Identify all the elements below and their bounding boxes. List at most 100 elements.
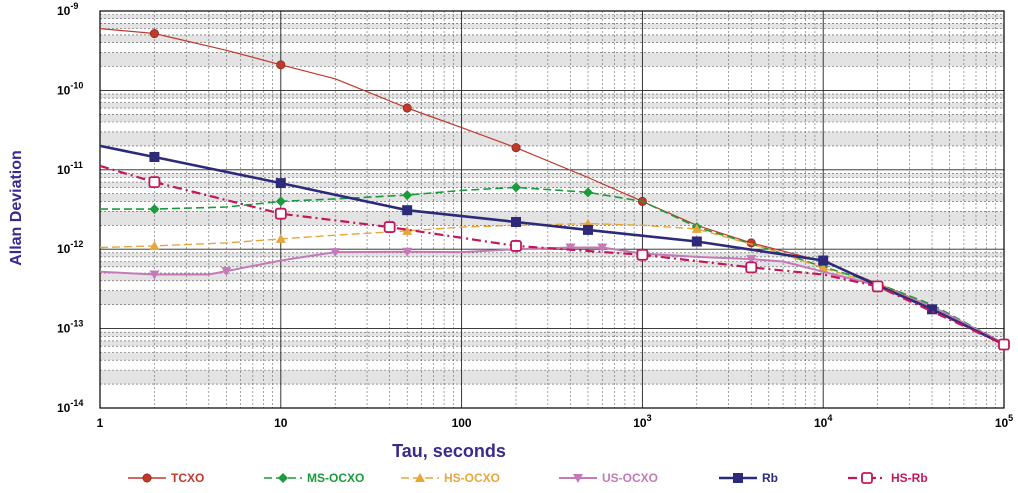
grid-band [100, 182, 1004, 188]
grid-band [100, 340, 1004, 347]
data-point [871, 280, 884, 293]
data-point [142, 473, 152, 483]
legend-item-us-ocxo: US-OCXO [559, 471, 658, 485]
data-point [402, 205, 413, 216]
y-tick-label: 10-10 [57, 80, 83, 97]
data-point [691, 236, 702, 247]
y-axis-title: Allan Deviation [8, 150, 25, 266]
data-point [582, 224, 593, 235]
data-point [149, 240, 160, 250]
data-point [745, 261, 758, 274]
series-layer [99, 28, 1010, 351]
legend-label: TCXO [171, 471, 204, 485]
grid-band [100, 14, 1004, 19]
x-tick-label: 1 [97, 416, 104, 430]
data-point [927, 304, 938, 315]
legend-label: MS-OCXO [307, 471, 364, 485]
x-tick-label: 103 [633, 413, 651, 430]
legend-item-hs-ocxo: HS-OCXO [401, 471, 500, 485]
grid-band [100, 114, 1004, 122]
data-point [330, 248, 341, 258]
data-point [818, 255, 829, 266]
data-point [511, 143, 521, 153]
grid-band [100, 211, 1004, 226]
legend-label: US-OCXO [602, 471, 658, 485]
data-point [415, 473, 425, 482]
grid-band [100, 261, 1004, 267]
x-axis-title: Tau, seconds [392, 441, 506, 461]
plot-bands [100, 14, 1004, 385]
y-tick-label: 10-9 [57, 1, 78, 18]
grid-band [100, 173, 1004, 178]
x-tick-labels: 1 10 100 103 104 105 [97, 413, 1014, 430]
data-point [221, 267, 232, 277]
legend-label: Rb [762, 471, 778, 485]
data-point [402, 190, 413, 201]
grid-band [100, 252, 1004, 257]
grid-band [100, 290, 1004, 305]
data-point [402, 247, 413, 257]
legend-label: HS-OCXO [444, 471, 500, 485]
series-line [99, 222, 1005, 345]
series-line [99, 164, 1005, 346]
data-point [597, 243, 608, 253]
y-tick-labels: 10-9 10-10 10-11 10-12 10-13 10-14 [57, 1, 83, 415]
data-point [148, 176, 161, 188]
x-tick-label: 105 [995, 413, 1013, 430]
x-tick-label: 10 [274, 416, 288, 430]
grid-band [100, 94, 1004, 99]
grid-band [100, 52, 1004, 67]
data-point [149, 151, 160, 162]
data-point [274, 207, 287, 220]
data-point [149, 270, 160, 280]
legend-item-ms-ocxo: MS-OCXO [264, 471, 364, 485]
data-point [746, 255, 757, 265]
data-point [278, 473, 288, 483]
data-point [149, 29, 159, 39]
data-point [276, 60, 286, 70]
y-tick-label: 10-12 [57, 239, 83, 256]
legend-item-hs-rb: HS-Rb [848, 471, 928, 485]
legend: TCXO MS-OCXO HS-OCXO US-OCXO Rb HS-Rb [128, 471, 928, 485]
data-point [383, 221, 396, 233]
grid-band [100, 332, 1004, 337]
x-tick-label: 100 [452, 416, 472, 430]
data-point [511, 217, 522, 228]
major-grid [99, 10, 1005, 409]
data-point [861, 472, 873, 484]
y-tick-label: 10-11 [57, 160, 83, 177]
data-point [691, 223, 702, 233]
x-tick-label: 104 [814, 413, 832, 430]
data-point [733, 473, 743, 483]
y-tick-label: 10-13 [57, 319, 83, 336]
data-point [636, 248, 649, 261]
data-point [275, 196, 286, 207]
grid-band [100, 352, 1004, 361]
legend-item-rb: Rb [719, 471, 778, 485]
data-point [818, 262, 829, 272]
grid-band [100, 102, 1004, 109]
data-point [511, 182, 522, 193]
data-point [573, 474, 583, 483]
minor-grid [100, 11, 1004, 408]
grid-band [100, 193, 1004, 202]
data-point [565, 243, 576, 253]
series-hs-rb [99, 164, 1010, 351]
legend-label: HS-Rb [891, 471, 928, 485]
plot-frame [99, 10, 1005, 409]
grid-band [100, 34, 1004, 43]
data-point [402, 103, 412, 113]
grid-band [100, 370, 1004, 385]
data-point [402, 225, 413, 235]
legend-item-tcxo: TCXO [128, 471, 204, 485]
data-point [275, 233, 286, 243]
grid-band [100, 23, 1004, 29]
data-point [582, 187, 593, 198]
grid-band [100, 273, 1004, 281]
series-rb [99, 144, 1005, 346]
grid-band [100, 131, 1004, 146]
data-point [275, 178, 286, 189]
data-point [998, 338, 1010, 351]
